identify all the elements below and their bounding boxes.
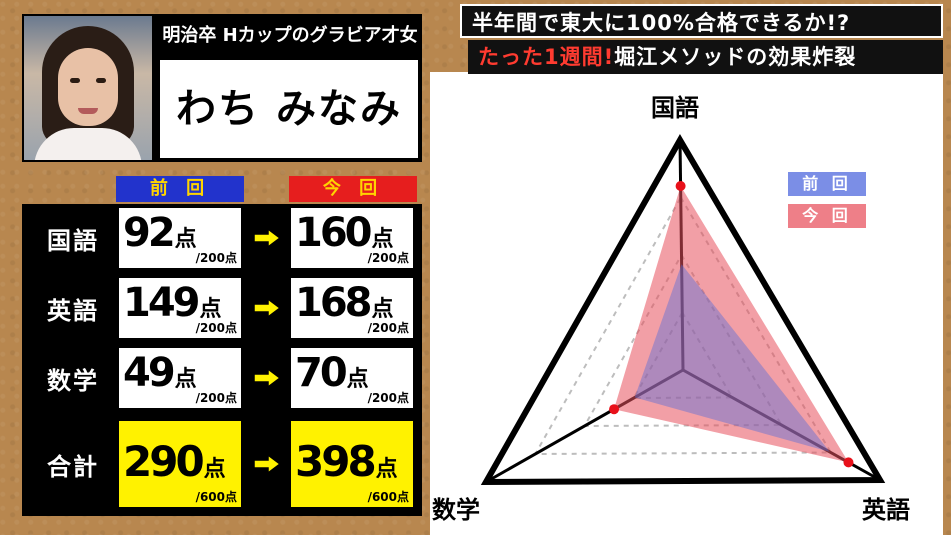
profile-name: わち みなみ (160, 60, 418, 158)
radar-grid-ring (533, 195, 833, 456)
current-score-cell: 160点 /200点 (290, 207, 414, 269)
series-current-points (609, 181, 854, 468)
headline-line-1: 半年間で東大に100%合格できるか!? (472, 11, 851, 35)
legend-previous: 前 回 (788, 172, 866, 196)
column-header-previous: 前 回 (116, 176, 244, 202)
data-point (675, 181, 686, 191)
arrow-right-icon (252, 367, 282, 389)
legend-current: 今 回 (788, 204, 866, 228)
axis-label-sugaku: 数学 (430, 490, 482, 525)
current-total-cell: 398点 /600点 (290, 420, 414, 508)
previous-total: 290 (123, 437, 205, 486)
score-table: 国語 92点 /200点 160点 /200点 英語 149点 /200点 16… (22, 204, 422, 516)
score-unit: 点 (371, 227, 394, 252)
current-score-cell: 70点 /200点 (290, 347, 414, 409)
max-score: /600点 (367, 490, 409, 504)
score-unit: 点 (371, 297, 394, 322)
series-previous-area (634, 264, 830, 452)
radar-grid (533, 195, 833, 456)
chart-legend: 前 回 今 回 (788, 172, 866, 236)
subject-label: 英語 (47, 296, 99, 325)
radar-frame (480, 134, 886, 486)
max-score: /200点 (367, 251, 409, 265)
max-score: /200点 (195, 251, 237, 265)
previous-score-cell: 92点 /200点 (118, 207, 242, 269)
score-row-kokugo: 国語 92点 /200点 160点 /200点 (22, 204, 422, 272)
score-unit: 点 (346, 367, 369, 392)
profile-tagline: 明治卒 Hカップのグラビア才女 (162, 25, 418, 46)
subject-label: 国語 (47, 226, 99, 255)
previous-score-cell: 149点 /200点 (118, 277, 242, 339)
data-point (609, 404, 620, 415)
max-score: /200点 (367, 321, 409, 335)
headline-line-2-red: たった1週間! (478, 45, 615, 69)
score-unit: 点 (203, 457, 226, 482)
score-row-eigo: 英語 149点 /200点 168点 /200点 (22, 274, 422, 342)
score-unit: 点 (174, 227, 197, 252)
profile-card: 明治卒 Hカップのグラビア才女 わち みなみ (22, 14, 422, 162)
max-score: /200点 (195, 321, 237, 335)
score-row-sugaku: 数学 49点 /200点 70点 /200点 (22, 344, 422, 412)
max-score: /200点 (367, 391, 409, 405)
arrow-right-icon (252, 297, 282, 319)
subject-label: 数学 (47, 366, 99, 395)
previous-score: 149 (123, 280, 200, 326)
previous-score-cell: 49点 /200点 (118, 347, 242, 409)
arrow-right-icon (252, 227, 282, 249)
current-total: 398 (295, 437, 377, 486)
radar-grid-ring (582, 253, 784, 428)
max-score: /600点 (195, 490, 237, 504)
current-score-cell: 168点 /200点 (290, 277, 414, 339)
axis-label-kokugo: 国語 (649, 88, 701, 123)
previous-total-cell: 290点 /600点 (118, 420, 242, 508)
headline-banner-2: たった1週間!堀江メソッドの効果炸裂 (468, 40, 943, 74)
max-score: /200点 (195, 391, 237, 405)
previous-score: 49 (123, 350, 176, 396)
previous-score: 92 (123, 210, 176, 256)
series-current-area (614, 186, 849, 463)
current-score: 160 (295, 210, 372, 256)
headline-line-2-rest: 堀江メソッドの効果炸裂 (614, 45, 857, 69)
current-score: 168 (295, 280, 372, 326)
subject-label: 合計 (47, 452, 99, 481)
headline-banner-1: 半年間で東大に100%合格できるか!? (460, 4, 943, 38)
arrow-right-icon (252, 453, 282, 475)
current-score: 70 (295, 350, 348, 396)
score-unit: 点 (199, 297, 222, 322)
profile-photo (24, 16, 152, 160)
column-header-current: 今 回 (289, 176, 417, 202)
axis-label-eigo: 英語 (860, 490, 912, 525)
radar-chart (480, 134, 886, 486)
data-point (843, 457, 854, 468)
score-unit: 点 (375, 457, 398, 482)
score-unit: 点 (174, 367, 197, 392)
score-row-total: 合計 290点 /600点 398点 /600点 (22, 416, 422, 512)
